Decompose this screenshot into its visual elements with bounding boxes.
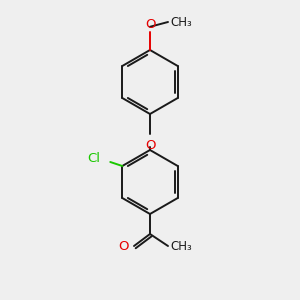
Text: CH₃: CH₃	[170, 16, 192, 28]
Text: O: O	[145, 139, 155, 152]
Text: O: O	[118, 241, 129, 254]
Text: CH₃: CH₃	[170, 239, 192, 253]
Text: Cl: Cl	[87, 152, 100, 164]
Text: O: O	[145, 18, 155, 31]
